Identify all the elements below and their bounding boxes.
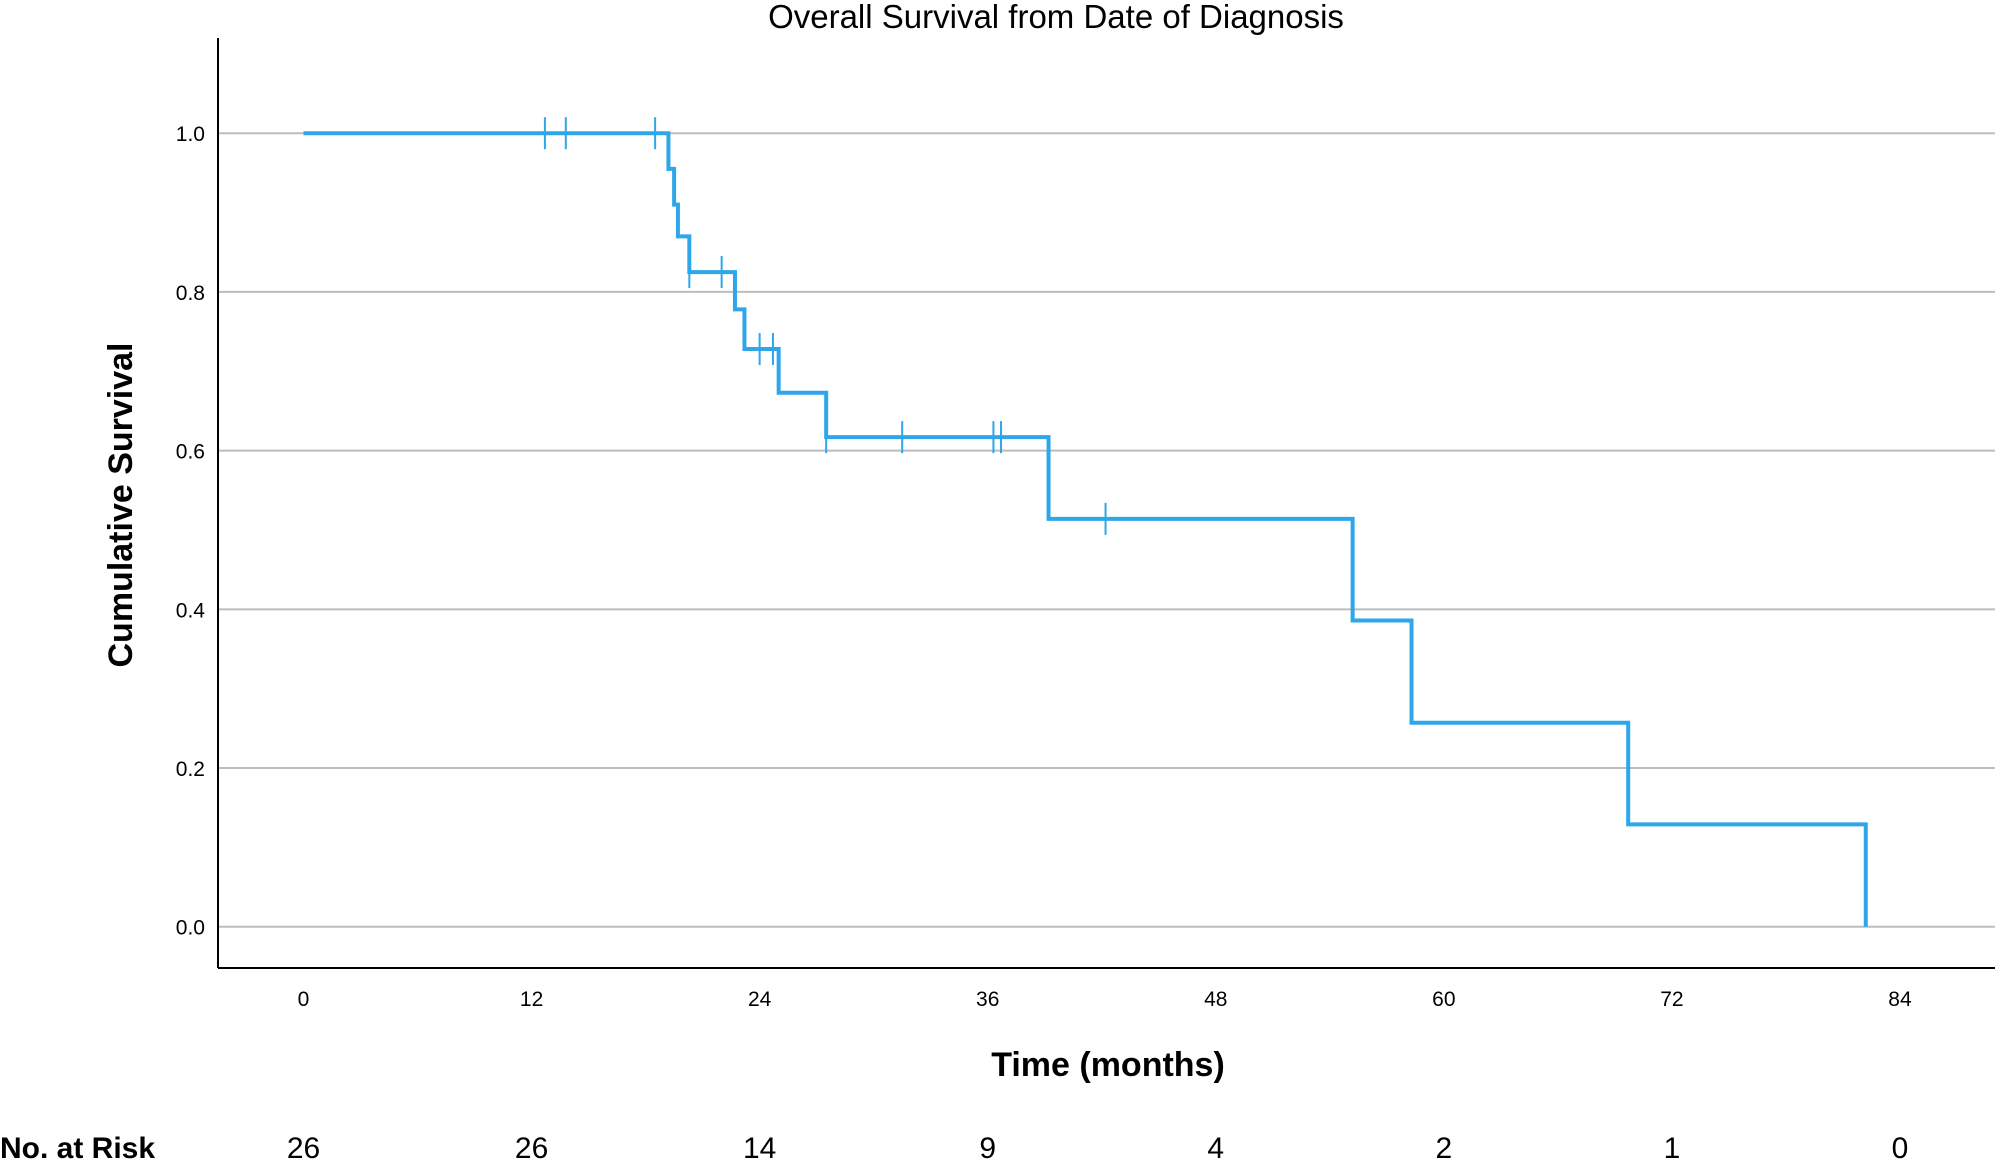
x-tick-label: 0 (298, 988, 310, 1011)
y-tick-label: 1.0 (176, 123, 205, 146)
x-tick-label: 84 (1888, 988, 1912, 1011)
risk-value: 14 (743, 1132, 776, 1165)
y-tick-label: 0.2 (176, 758, 205, 781)
risk-value: 26 (515, 1132, 548, 1165)
y-tick-labels: 0.0 0.2 0.4 0.6 0.8 1.0 (176, 123, 206, 940)
risk-value: 0 (1892, 1132, 1909, 1165)
risk-table-label: No. at Risk (0, 1132, 155, 1165)
risk-value: 2 (1436, 1132, 1453, 1165)
censor-marks (543, 117, 1107, 535)
x-tick-label: 12 (520, 988, 543, 1011)
x-axis-title: Time (months) (991, 1046, 1225, 1084)
survival-line (303, 131, 1868, 927)
risk-value: 1 (1664, 1132, 1681, 1165)
x-tick-label: 60 (1432, 988, 1455, 1011)
x-tick-label: 24 (748, 988, 772, 1011)
x-tick-labels: 0 12 24 36 48 60 72 84 (298, 988, 1912, 1011)
x-tick-label: 36 (976, 988, 999, 1011)
risk-value: 9 (979, 1132, 996, 1165)
survival-curve (303, 131, 1868, 927)
y-axis-title: Cumulative Survival (102, 342, 140, 667)
y-tick-label: 0.6 (176, 441, 205, 464)
risk-value: 4 (1207, 1132, 1224, 1165)
chart-title: Overall Survival from Date of Diagnosis (768, 0, 1344, 35)
risk-value: 26 (287, 1132, 320, 1165)
y-tick-label: 0.8 (176, 282, 205, 305)
x-tick-label: 72 (1660, 988, 1683, 1011)
x-tick-label: 48 (1204, 988, 1227, 1011)
axes (217, 38, 1995, 969)
risk-table: 26 26 14 9 4 2 1 0 (287, 1132, 1908, 1165)
y-tick-label: 0.0 (176, 917, 205, 940)
y-tick-label: 0.4 (176, 599, 206, 622)
